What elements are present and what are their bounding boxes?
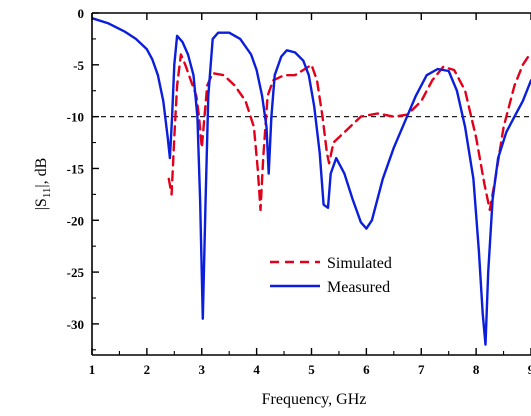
tick-labels-layer: 1 2 3 4 5 6 7 8 9 0 -5 -10 -15 -20 -25 -30 (67, 6, 531, 377)
legend-box (262, 246, 416, 302)
x-tick-label-7: 7 (418, 362, 425, 377)
x-axis-title: Frequency, GHz (262, 391, 367, 408)
y-tick-label--10: -10 (67, 110, 84, 125)
y-tick-label-0: 0 (78, 6, 85, 21)
x-tick-label-6: 6 (363, 362, 370, 377)
x-tick-label-2: 2 (144, 362, 151, 377)
y-tick-label--20: -20 (67, 213, 84, 228)
series-layer (92, 17, 531, 346)
x-tick-label-5: 5 (308, 362, 315, 377)
y-tick-label--30: -30 (67, 317, 84, 332)
series-line-simulated (167, 51, 531, 212)
y-tick-label--15: -15 (67, 161, 85, 176)
x-tick-label-1: 1 (89, 362, 96, 377)
axes-layer (91, 12, 531, 356)
series-line-measured (92, 17, 531, 346)
y-tick-label--25: -25 (67, 265, 85, 280)
x-tick-label-4: 4 (253, 362, 260, 377)
x-tick-label-3: 3 (199, 362, 206, 377)
y-tick-label--5: -5 (73, 58, 84, 73)
y-axis-title: |S11|, dB (33, 158, 53, 211)
legend-label-simulated: Simulated (327, 255, 392, 272)
legend-label-measured: Measured (327, 279, 390, 296)
x-tick-label-8: 8 (473, 362, 480, 377)
legend: Simulated Measured (262, 246, 416, 302)
x-tick-label-9: 9 (528, 362, 531, 377)
